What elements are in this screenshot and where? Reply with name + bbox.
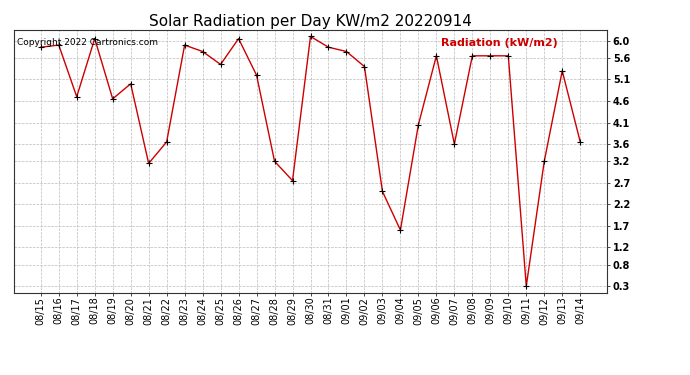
Text: Copyright 2022 Cartronics.com: Copyright 2022 Cartronics.com [17, 38, 158, 47]
Title: Solar Radiation per Day KW/m2 20220914: Solar Radiation per Day KW/m2 20220914 [149, 14, 472, 29]
Text: Radiation (kW/m2): Radiation (kW/m2) [441, 38, 558, 48]
